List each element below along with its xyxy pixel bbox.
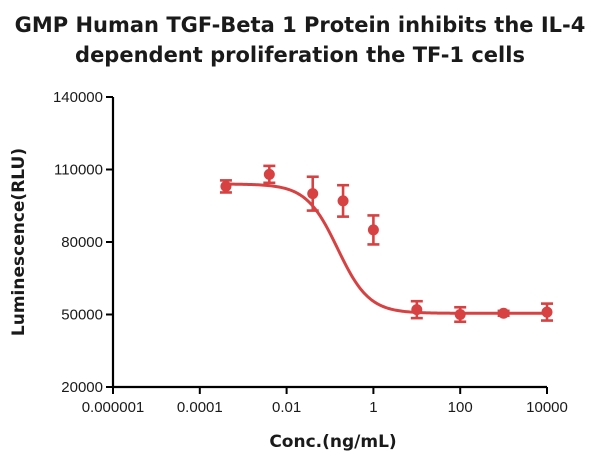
data-point-group xyxy=(306,175,319,212)
chart-title-line-2: dependent proliferation the TF-1 cells xyxy=(75,43,525,67)
data-point-group xyxy=(337,183,350,218)
data-point xyxy=(220,180,232,192)
data-point-group xyxy=(367,214,380,246)
data-point-group xyxy=(410,299,423,320)
y-tick-label: 110000 xyxy=(54,162,103,179)
data-point-group xyxy=(454,305,467,324)
y-tick-label: 140000 xyxy=(53,89,103,106)
y-tick-label: 50000 xyxy=(61,307,103,324)
data-point-group xyxy=(263,164,276,185)
fit-curve xyxy=(225,182,547,315)
data-point xyxy=(411,304,423,316)
data-point-group xyxy=(219,179,232,194)
x-tick-label: 100 xyxy=(448,399,473,416)
x-tick-label: 0.01 xyxy=(272,399,301,416)
data-point xyxy=(541,306,553,318)
data-point xyxy=(263,168,275,180)
data-point xyxy=(337,195,349,207)
y-axis-label: Luminescence(RLU) xyxy=(9,148,29,336)
x-axis-label: Conc.(ng/mL) xyxy=(269,432,396,452)
x-tick-label: 10000 xyxy=(526,399,568,416)
data-point xyxy=(367,224,379,236)
data-point xyxy=(307,188,319,200)
x-ticks: 0.000001 0.0001 0.01 1 100 10000 xyxy=(82,387,568,416)
data-points xyxy=(219,164,553,324)
data-point xyxy=(498,307,510,319)
y-tick-label: 80000 xyxy=(61,234,103,251)
chart-title-line-1: GMP Human TGF-Beta 1 Protein inhibits th… xyxy=(15,13,586,37)
x-tick-label: 1 xyxy=(369,399,377,416)
data-point-group xyxy=(497,307,510,319)
x-tick-label: 0.000001 xyxy=(82,399,145,416)
data-point-group xyxy=(541,302,553,322)
x-tick-label: 0.0001 xyxy=(177,399,223,416)
y-tick-label: 20000 xyxy=(61,379,103,396)
data-point xyxy=(454,309,466,320)
y-ticks: 20000 50000 80000 110000 140000 xyxy=(53,89,113,396)
